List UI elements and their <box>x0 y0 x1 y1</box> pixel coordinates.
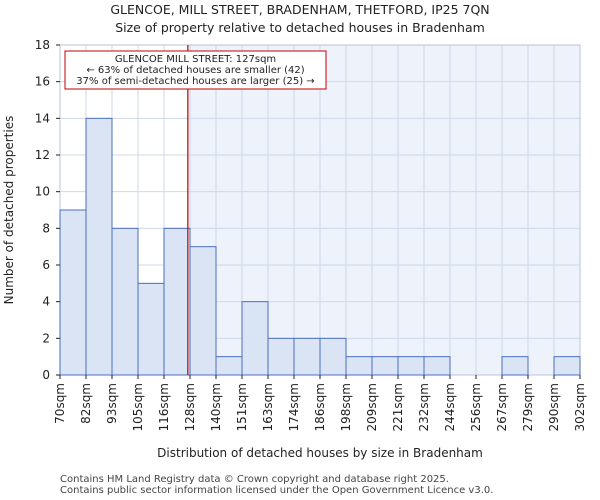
annotation-box: GLENCOE MILL STREET: 127sqm← 63% of deta… <box>64 50 327 90</box>
x-tick-label: 105sqm <box>131 383 145 431</box>
bar <box>59 209 87 376</box>
bar <box>423 356 451 376</box>
x-tick-label: 302sqm <box>573 383 587 431</box>
y-tick-label: 8 <box>42 221 50 235</box>
bar <box>501 356 529 376</box>
y-axis-ticks: 0 2 4 6 8 10 12 14 16 18 <box>35 38 60 382</box>
annotation-line: 37% of semi-detached houses are larger (… <box>76 76 314 87</box>
y-tick-label: 18 <box>35 38 50 52</box>
annotation-frame <box>64 50 327 90</box>
y-tick-label: 12 <box>35 148 50 162</box>
x-tick-label: 290sqm <box>547 383 561 431</box>
x-tick-label: 198sqm <box>339 383 353 431</box>
x-tick-label: 256sqm <box>469 383 483 431</box>
y-axis-label: Number of detached properties <box>2 116 16 305</box>
x-tick-label: 151sqm <box>235 383 249 431</box>
footer-copyright: Contains HM Land Registry data © Crown c… <box>60 474 449 485</box>
bar <box>111 227 139 376</box>
x-tick-label: 232sqm <box>417 383 431 431</box>
y-tick-label: 14 <box>35 111 50 125</box>
y-tick-label: 6 <box>42 258 50 272</box>
bar <box>319 337 347 376</box>
bars <box>59 117 581 376</box>
y-tick-label: 4 <box>42 295 50 309</box>
bar <box>85 117 113 376</box>
chart-subtitle: Size of property relative to detached ho… <box>115 20 485 35</box>
x-tick-label: 128sqm <box>183 383 197 431</box>
y-tick-label: 10 <box>35 185 50 199</box>
y-tick-label: 0 <box>42 368 50 382</box>
chart-title: GLENCOE, MILL STREET, BRADENHAM, THETFOR… <box>110 2 490 17</box>
footer-licence: Contains public sector information licen… <box>60 485 494 496</box>
bar <box>267 337 295 376</box>
bar <box>189 246 217 376</box>
x-tick-label: 221sqm <box>391 383 405 431</box>
bar <box>293 337 321 376</box>
x-tick-label: 82sqm <box>79 383 93 424</box>
bar <box>137 282 165 376</box>
bar <box>163 227 191 376</box>
x-tick-label: 279sqm <box>521 383 535 431</box>
x-tick-label: 140sqm <box>209 383 223 431</box>
bar <box>553 356 581 376</box>
annotation-line: ← 63% of detached houses are smaller (42… <box>86 65 304 76</box>
bar <box>215 356 243 376</box>
x-tick-label: 93sqm <box>105 383 119 424</box>
bar <box>397 356 425 376</box>
x-tick-label: 209sqm <box>365 383 379 431</box>
x-tick-label: 116sqm <box>157 383 171 431</box>
bar <box>371 356 399 376</box>
x-axis-label: Distribution of detached houses by size … <box>157 446 483 460</box>
x-tick-label: 186sqm <box>313 383 327 431</box>
x-tick-label: 267sqm <box>495 383 509 431</box>
bar <box>241 301 269 376</box>
x-tick-label: 174sqm <box>287 383 301 431</box>
y-tick-label: 16 <box>35 75 50 89</box>
annotation-line: GLENCOE MILL STREET: 127sqm <box>115 54 276 65</box>
x-axis-ticks: 70sqm 82sqm 93sqm 105sqm 116sqm 128sqm 140sqm 1… <box>53 375 587 431</box>
bar <box>345 356 373 376</box>
x-tick-label: 70sqm <box>53 383 67 424</box>
y-tick-label: 2 <box>42 331 50 345</box>
x-tick-label: 244sqm <box>443 383 457 431</box>
x-tick-label: 163sqm <box>261 383 275 431</box>
